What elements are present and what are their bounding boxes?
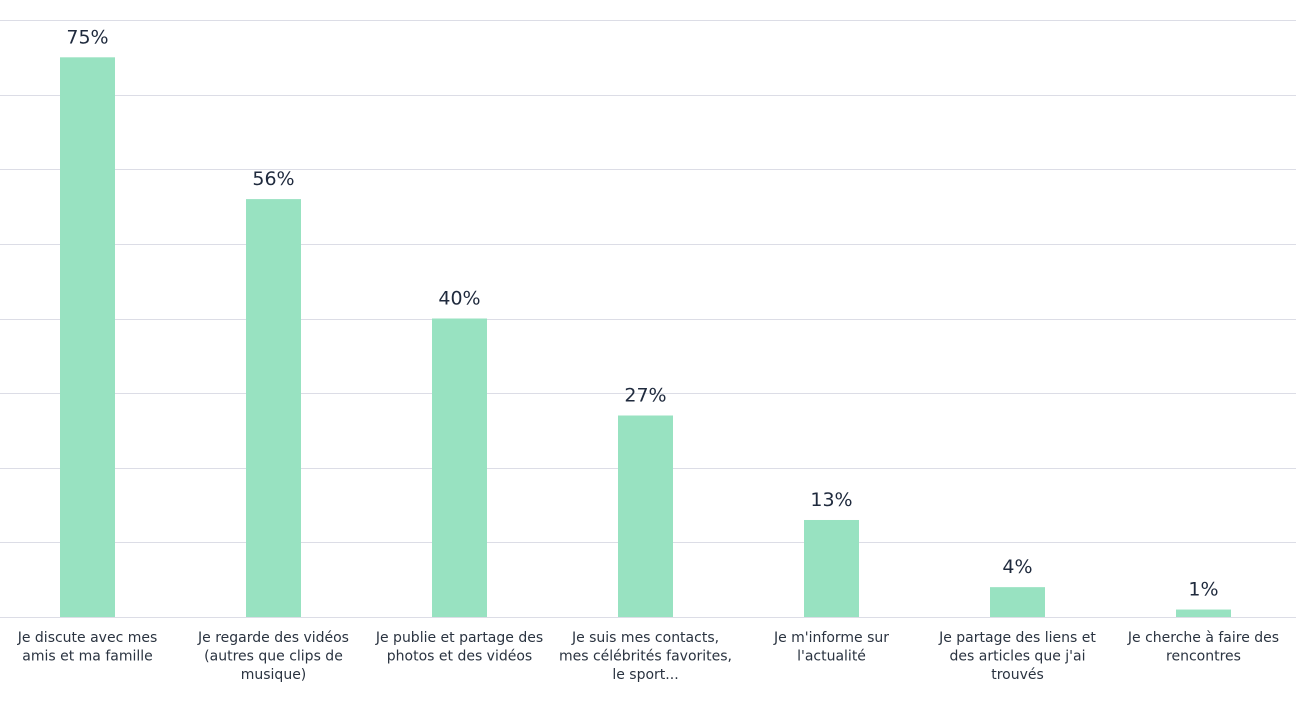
x-tick-label-line: photos et des vidéos <box>387 649 532 665</box>
x-tick-label: Je publie et partage des photos et des vi… <box>375 630 543 665</box>
bar <box>60 57 115 617</box>
x-tick-label-line: (autres que clips de <box>204 649 343 665</box>
x-tick-label-line: Je publie et partage des <box>375 630 543 646</box>
bar <box>618 415 673 617</box>
x-tick-label-line: Je suis mes contacts, <box>571 630 719 646</box>
x-tick-label-line: Je partage des liens et <box>938 630 1096 646</box>
bar <box>432 318 487 617</box>
x-tick-label-line: des articles que j'ai <box>950 649 1086 665</box>
data-label: 13% <box>810 489 852 511</box>
x-tick-label-line: Je cherche à faire des <box>1127 630 1279 646</box>
data-label: 75% <box>66 26 108 48</box>
x-tick-label-line: Je discute avec mes <box>17 630 158 646</box>
x-tick-label: Je discute avec mes amis et ma famille <box>17 630 158 665</box>
x-tick-label-line: rencontres <box>1166 649 1241 665</box>
bar <box>804 519 859 617</box>
data-label: 27% <box>624 385 666 407</box>
data-label: 1% <box>1188 579 1218 601</box>
x-tick-label-line: Je m'informe sur <box>773 630 889 646</box>
data-label: 56% <box>252 168 294 190</box>
bars <box>60 57 1231 617</box>
category-labels: Je discute avec mes amis et ma familleJe … <box>17 630 1279 683</box>
bar <box>246 199 301 617</box>
bar <box>1176 609 1231 617</box>
data-label: 40% <box>438 288 480 310</box>
x-tick-label: Je suis mes contacts, mes célébrités favo… <box>559 630 732 683</box>
x-tick-label-line: trouvés <box>991 667 1044 683</box>
x-tick-label-line: musique) <box>241 667 307 683</box>
bar <box>990 587 1045 617</box>
x-tick-label-line: le sport... <box>612 667 678 683</box>
gridlines <box>0 20 1296 618</box>
x-tick-label: Je partage des liens et des articles que … <box>938 630 1096 683</box>
value-labels: 75% 56% 40% 27% 13% 4% 1% <box>66 26 1218 600</box>
x-tick-label: Je cherche à faire des rencontres <box>1127 630 1279 665</box>
x-tick-label-line: mes célébrités favorites, <box>559 649 732 665</box>
x-tick-label-line: amis et ma famille <box>22 649 153 665</box>
x-tick-label-line: Je regarde des vidéos <box>197 630 349 646</box>
x-tick-label: Je m'informe sur l'actualité <box>773 630 889 665</box>
x-tick-label-line: l'actualité <box>797 649 866 665</box>
data-label: 4% <box>1002 556 1032 578</box>
x-tick-label: Je regarde des vidéos (autres que clips d… <box>197 630 349 683</box>
